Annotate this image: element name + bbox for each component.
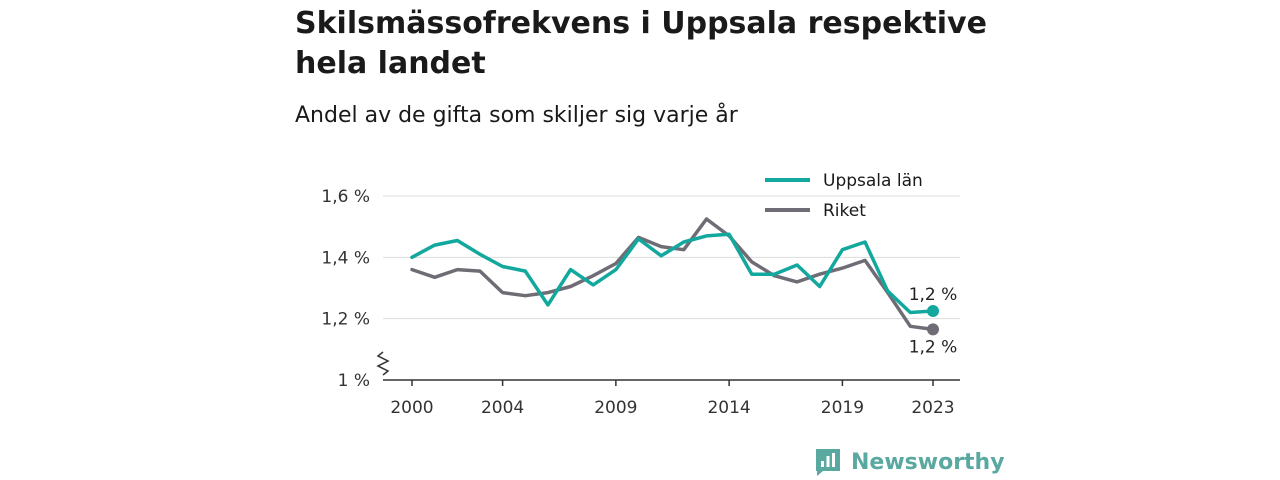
newsworthy-logo: Newsworthy bbox=[814, 446, 1005, 478]
legend: Uppsala län Riket bbox=[765, 171, 923, 221]
x-tick-label: 2023 bbox=[911, 398, 954, 418]
brand-name: Newsworthy bbox=[851, 449, 1005, 475]
axis-break-icon bbox=[376, 351, 390, 376]
chart-title: Skilsmässofrekvens i Uppsala respektive … bbox=[295, 6, 987, 81]
x-tick-label: 2000 bbox=[390, 398, 433, 418]
y-tick-label: 1,4 % bbox=[321, 248, 370, 268]
x-tick-label: 2014 bbox=[707, 398, 750, 418]
legend-label: Riket bbox=[823, 201, 866, 221]
series-end-label: 1,2 % bbox=[909, 285, 958, 305]
y-tick-label: 1,6 % bbox=[321, 187, 370, 207]
x-tick-label: 2009 bbox=[594, 398, 637, 418]
chart-subtitle: Andel av de gifta som skiljer sig varje … bbox=[295, 103, 738, 128]
series-line-riket bbox=[410, 217, 935, 332]
x-tick-label: 2004 bbox=[481, 398, 524, 418]
x-tick-label: 2019 bbox=[821, 398, 864, 418]
newsworthy-logo-icon bbox=[816, 449, 840, 476]
axes: 1 % 1,2 % 1,4 % 1,6 % 2000 2004 2009 2014 2019 20… bbox=[321, 187, 960, 418]
y-tick-label: 1 % bbox=[338, 371, 370, 391]
legend-label: Uppsala län bbox=[823, 171, 923, 191]
series-lines: 1,2 % 1,2 % bbox=[410, 217, 958, 357]
series-end-point bbox=[927, 323, 939, 336]
series-line-uppsala-län bbox=[410, 232, 935, 315]
series-end-label: 1,2 % bbox=[909, 337, 958, 357]
grid-lines bbox=[383, 195, 960, 320]
series-end-point bbox=[927, 305, 939, 317]
y-tick-label: 1,2 % bbox=[321, 310, 370, 330]
